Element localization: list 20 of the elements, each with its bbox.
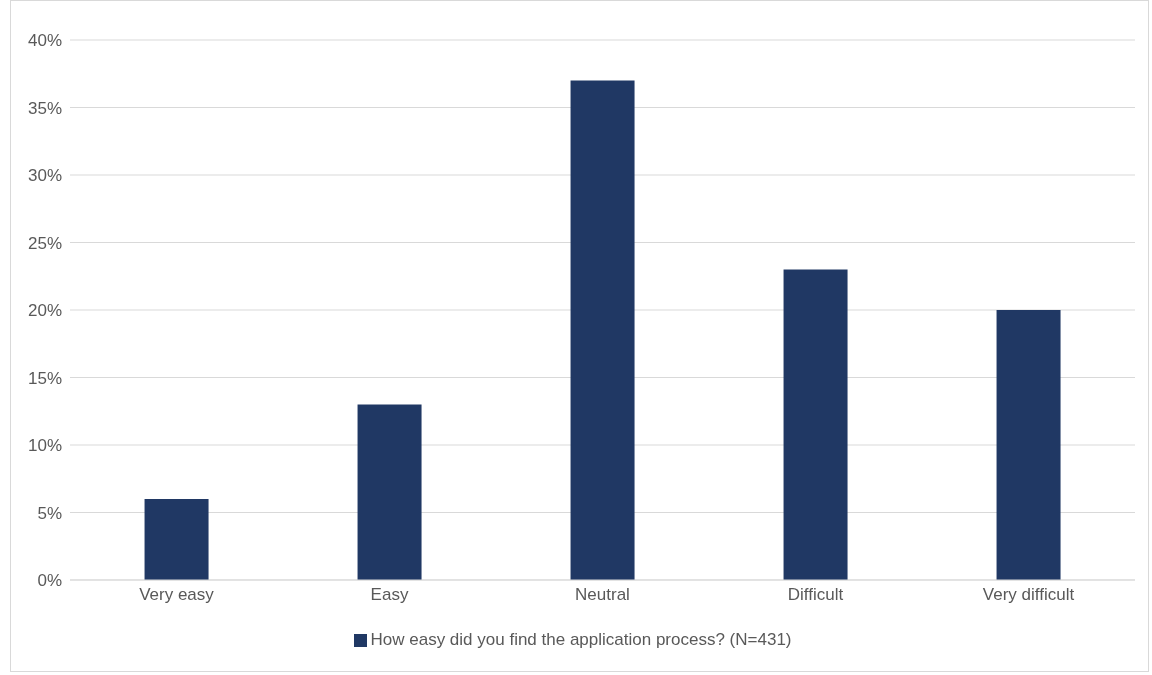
bar [144,499,209,580]
x-tick-label: Difficult [787,585,844,605]
x-tick-label: Easy [370,585,409,605]
y-tick-label: 40% [27,31,62,51]
y-tick-label: 15% [27,368,62,388]
bar [570,80,635,580]
y-tick-label: 10% [27,436,62,456]
y-tick-label: 0% [37,571,62,591]
legend-label: How easy did you find the application process? (N=431) [370,630,792,649]
x-tick-label: Neutral [575,585,630,605]
bar [996,310,1061,580]
x-tick-label: Very difficult [982,585,1075,605]
x-tick-label: Very easy [139,585,215,605]
bar [357,404,422,580]
y-tick-label: 25% [27,233,62,253]
y-tick-label: 5% [37,503,62,523]
bar [783,269,848,580]
y-tick-label: 30% [27,166,62,186]
y-tick-label: 20% [27,301,62,321]
y-tick-label: 35% [27,98,62,118]
